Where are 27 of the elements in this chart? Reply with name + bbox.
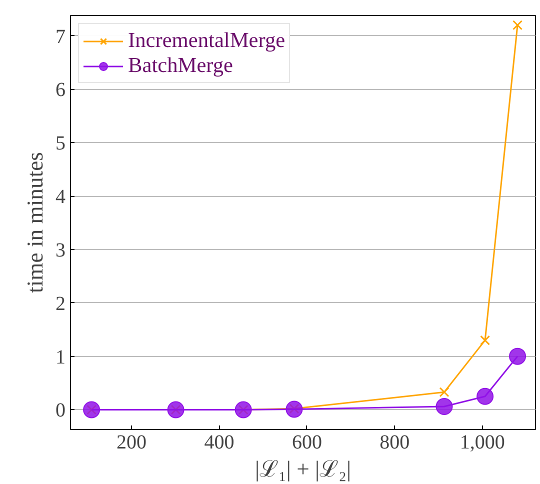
x-tick-label: 200 xyxy=(116,432,146,454)
point xyxy=(480,335,490,346)
y-tick-label: 5 xyxy=(56,132,66,155)
legend-label: BatchMerge xyxy=(128,53,234,78)
x-tick-label: 400 xyxy=(204,432,234,454)
y-tick-label: 0 xyxy=(56,400,66,422)
point xyxy=(167,401,184,418)
y-tick-label: 6 xyxy=(56,79,66,102)
y-axis-title: time in minutes xyxy=(22,152,48,293)
x-tick-label: 600 xyxy=(292,432,322,454)
point xyxy=(509,348,526,365)
legend-label: IncrementalMerge xyxy=(128,28,286,53)
x-axis-title: |ℒ₁| + |ℒ₂| xyxy=(254,456,352,482)
y-tick-label: 1 xyxy=(56,346,66,368)
y-tick-label: 4 xyxy=(56,186,66,208)
x-tick-label: 1,000 xyxy=(460,432,505,454)
x-tick-label: 800 xyxy=(380,432,410,454)
point xyxy=(83,401,100,418)
point xyxy=(439,387,450,398)
point xyxy=(286,400,303,418)
point xyxy=(234,401,252,418)
point xyxy=(436,398,453,416)
y-tick-label: 3 xyxy=(56,239,66,262)
point xyxy=(512,20,523,30)
y-tick-label: 7 xyxy=(56,26,66,48)
point xyxy=(476,388,494,405)
y-tick-label: 2 xyxy=(56,292,66,315)
